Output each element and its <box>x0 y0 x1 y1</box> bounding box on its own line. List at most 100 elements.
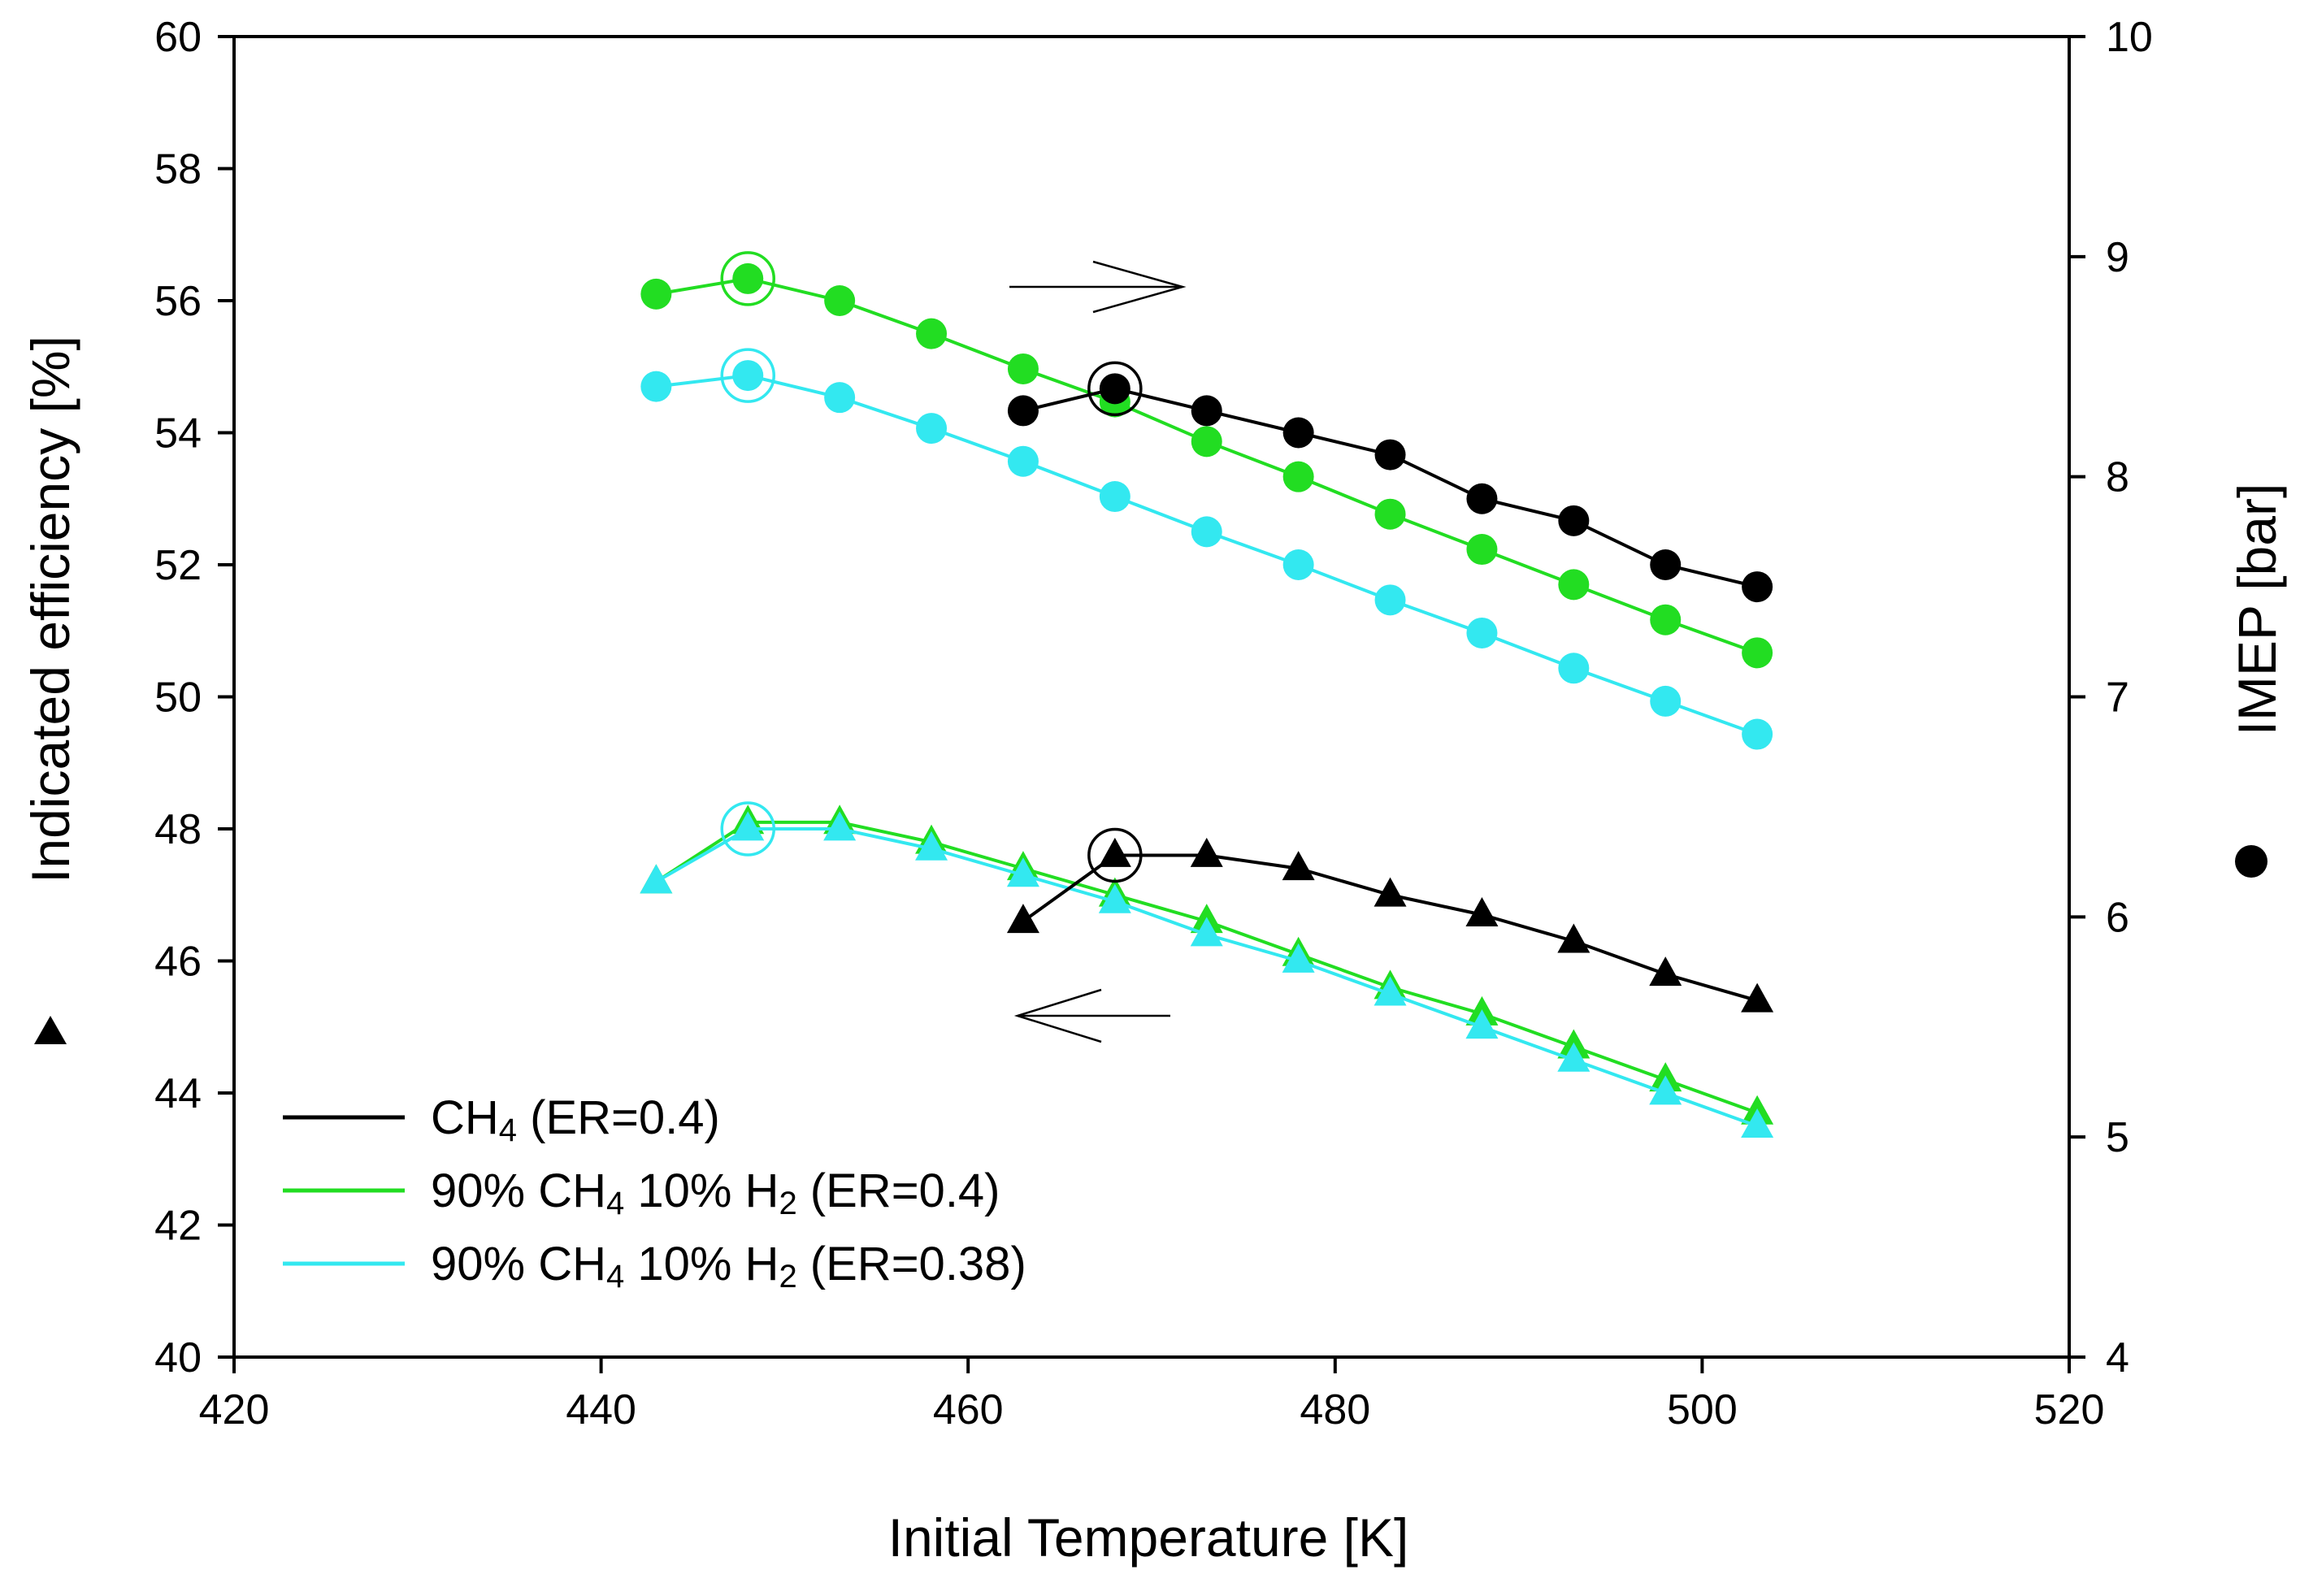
data-point <box>1099 373 1130 405</box>
legend-text-part: 4 <box>606 1186 624 1221</box>
series-layer <box>640 251 1774 1138</box>
data-point <box>732 360 764 392</box>
data-point <box>1465 897 1499 927</box>
data-point <box>1374 498 1406 530</box>
y-left-tick-label: 48 <box>154 806 202 853</box>
right-axis-circle-marker <box>2235 845 2267 878</box>
legend-text-part: (ER=0.4) <box>797 1164 1000 1217</box>
data-point <box>1742 718 1773 750</box>
y-right-tick-label: 9 <box>2106 234 2129 281</box>
y-left-tick-label: 54 <box>154 410 202 458</box>
legend-text-part: 4 <box>499 1112 517 1148</box>
arrow-right-indicator <box>1009 260 1187 314</box>
y-right-tick-label: 4 <box>2106 1334 2129 1381</box>
data-point <box>1650 685 1682 717</box>
data-point <box>915 831 948 861</box>
data-point <box>640 864 673 894</box>
y-left-tick-label: 42 <box>154 1203 202 1250</box>
highlight-ring <box>720 801 775 857</box>
data-point <box>640 371 672 402</box>
x-axis-title: Initial Temperature [K] <box>888 1507 1409 1568</box>
data-point <box>1007 395 1039 427</box>
data-point <box>1282 549 1314 580</box>
data-point <box>1190 917 1223 947</box>
highlight-ring <box>720 251 775 306</box>
data-point <box>1282 461 1314 492</box>
x-tick-label: 460 <box>933 1386 1004 1433</box>
highlight-ring <box>1087 361 1143 417</box>
data-point <box>640 278 672 310</box>
data-point <box>1373 877 1407 907</box>
y-left-tick-label: 58 <box>154 146 202 193</box>
data-point <box>1099 481 1130 513</box>
legend-text-part: 90% CH <box>431 1164 606 1217</box>
y-left-tick-label: 56 <box>154 278 202 325</box>
data-point <box>916 413 948 445</box>
legend-text-part: 2 <box>779 1259 796 1295</box>
data-point <box>731 811 765 841</box>
data-point <box>1466 617 1498 648</box>
y-left-axis-title: Indicated efficiency [%] <box>20 336 80 883</box>
y-left-tick-label: 52 <box>154 542 202 589</box>
arrow-left-indicator <box>1013 988 1170 1043</box>
data-point <box>732 262 764 294</box>
data-point <box>1558 569 1590 601</box>
data-point <box>1649 1075 1682 1105</box>
data-point <box>1191 516 1222 548</box>
data-point <box>1558 653 1590 684</box>
data-point <box>1098 837 1131 867</box>
data-point <box>1465 1009 1499 1039</box>
data-point <box>1557 1042 1590 1072</box>
series-line <box>655 827 1758 1128</box>
data-point <box>1557 923 1590 953</box>
data-point <box>1466 534 1498 566</box>
y-right-axis-title: IMEP [bar] <box>2227 484 2287 736</box>
data-point <box>1191 395 1222 427</box>
legend-item-h2_038: 90% CH4 10% H2 (ER=0.38) <box>283 1238 1026 1295</box>
data-point <box>1466 483 1498 514</box>
series-line <box>656 276 1758 655</box>
data-point <box>1006 857 1039 887</box>
data-point <box>1650 604 1682 635</box>
data-point <box>1374 584 1406 616</box>
legend: CH4 (ER=0.4)90% CH4 10% H2 (ER=0.4)90% C… <box>283 1091 1026 1295</box>
x-tick-label: 500 <box>1667 1386 1738 1433</box>
series-ch4-left <box>1006 827 1774 1013</box>
data-point <box>1006 904 1039 934</box>
legend-label: 90% CH4 10% H2 (ER=0.4) <box>431 1164 1000 1221</box>
x-tick-label: 480 <box>1300 1386 1370 1433</box>
legend-text-part: 4 <box>606 1259 624 1295</box>
data-point <box>1007 445 1039 477</box>
ticks: 420 440 460 480 500 5204042444648505254565860… <box>154 14 2153 1433</box>
series-h2_038-left <box>640 801 1774 1138</box>
data-point <box>1282 417 1314 449</box>
x-tick-label: 440 <box>566 1386 636 1433</box>
y-left-tick-label: 50 <box>154 674 202 722</box>
legend-text-part: (ER=0.38) <box>797 1238 1026 1290</box>
data-point <box>1098 883 1131 913</box>
legend-text-part: 90% CH <box>431 1238 606 1290</box>
y-left-tick-label: 44 <box>154 1070 202 1117</box>
y-right-tick-label: 10 <box>2106 14 2153 61</box>
data-point <box>1191 426 1222 458</box>
legend-item-ch4: CH4 (ER=0.4) <box>283 1091 720 1148</box>
data-point <box>1649 956 1682 987</box>
data-point <box>1742 637 1773 669</box>
highlight-ring <box>720 348 775 403</box>
y-right-tick-label: 5 <box>2106 1114 2129 1161</box>
data-point <box>1373 976 1407 1006</box>
y-left-tick-label: 40 <box>154 1334 202 1381</box>
y-right-tick-label: 8 <box>2106 454 2129 501</box>
data-point <box>1374 439 1406 471</box>
y-left-tick-label: 60 <box>154 14 202 61</box>
x-tick-label: 420 <box>199 1386 270 1433</box>
data-point <box>1282 851 1315 881</box>
data-point <box>823 811 857 841</box>
series-h2_038-right <box>640 348 1773 750</box>
data-point <box>1282 943 1315 973</box>
legend-text-part: CH <box>431 1091 499 1144</box>
data-point <box>1742 571 1773 603</box>
data-point <box>824 382 856 414</box>
legend-label: 90% CH4 10% H2 (ER=0.38) <box>431 1238 1026 1295</box>
